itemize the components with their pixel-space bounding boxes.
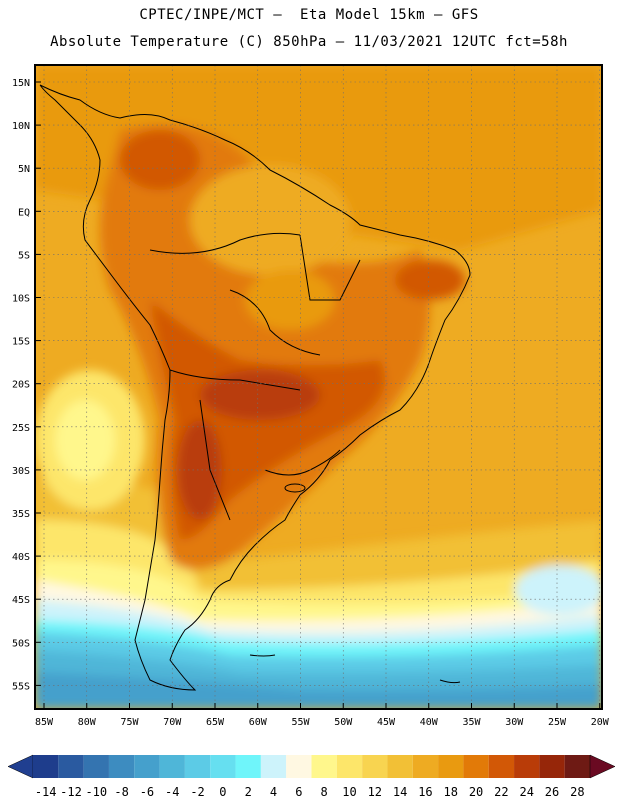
colorbar-label: 0 [219, 785, 226, 799]
lon-label: 25W [548, 717, 567, 728]
temperature-field [35, 65, 602, 709]
colorbar-label: 10 [342, 785, 356, 799]
lat-label: 40S [12, 552, 30, 563]
colorbar-swatch [539, 755, 565, 778]
lat-label: 50S [12, 638, 30, 649]
colorbar-swatch [412, 755, 439, 778]
colorbar-swatch [362, 755, 388, 778]
colorbar-swatch [33, 755, 59, 778]
colorbar-swatch [184, 755, 211, 778]
lon-label: 70W [163, 717, 182, 728]
colorbar-label: 4 [270, 785, 277, 799]
colorbar-swatch [488, 755, 515, 778]
lon-label: 85W [35, 717, 54, 728]
map-frame [34, 64, 603, 710]
colorbar-label: -8 [114, 785, 128, 799]
colorbar-swatch [438, 755, 464, 778]
colorbar-label: -4 [165, 785, 179, 799]
colorbar-labels: -14 -12 -10 -8 -6 -4 -2 0 2 4 6 8 10 12 14 16 18 20 22 24 26… [35, 785, 585, 799]
lat-label: 15S [12, 337, 30, 348]
colorbar-swatch [286, 755, 312, 778]
colorbar-swatch [336, 755, 363, 778]
colorbar-label: 20 [469, 785, 483, 799]
lat-label: 5S [18, 250, 30, 261]
lon-label: 35W [462, 717, 481, 728]
colorbar-label: 26 [545, 785, 559, 799]
colorbar-swatch [159, 755, 185, 778]
colorbar-under-arrow [7, 754, 34, 779]
colorbar-label: -12 [60, 785, 82, 799]
colorbar-label: 8 [321, 785, 328, 799]
lat-label: 35S [12, 509, 30, 520]
colorbar-swatch [210, 755, 236, 778]
colorbar-label: -14 [35, 785, 57, 799]
colorbar-label: 6 [295, 785, 302, 799]
colorbar-label: 14 [393, 785, 407, 799]
lat-label: 5N [18, 164, 30, 175]
colorbar-label: 24 [519, 785, 533, 799]
colorbar-swatch [514, 755, 540, 778]
colorbar-swatch [58, 755, 84, 778]
colorbar-label: 22 [494, 785, 508, 799]
title-line-1: CPTEC/INPE/MCT – Eta Model 15km – GFS [139, 7, 479, 23]
colorbar-label: -2 [190, 785, 204, 799]
colorbar-label: 16 [418, 785, 432, 799]
lat-label: 25S [12, 423, 30, 434]
colorbar-swatch [235, 755, 261, 778]
colorbar [7, 754, 616, 779]
colorbar-swatch [134, 755, 160, 778]
lat-label: 10S [12, 294, 30, 305]
colorbar-over-arrow [589, 754, 616, 779]
graticule [35, 65, 602, 709]
latitude-labels: 15N 10N 5N EQ 5S 10S 15S 20S 25S 30S 35S 40S 45S 50S 5… [12, 78, 30, 692]
lon-label: 30W [505, 717, 524, 728]
longitude-labels: 85W 80W 75W 70W 65W 60W 55W 50W 45W 40W 35W 30W 25W 2… [35, 717, 610, 728]
lat-label: 10N [12, 121, 30, 132]
lat-label: 45S [12, 595, 30, 606]
lon-label: 55W [291, 717, 310, 728]
colorbar-swatch [311, 755, 337, 778]
lon-label: 20W [591, 717, 610, 728]
lon-label: 50W [334, 717, 353, 728]
colorbar-swatch [260, 755, 287, 778]
coastline-outline [39, 84, 471, 691]
lon-label: 65W [206, 717, 225, 728]
title-line-2: Absolute Temperature (C) 850hPa – 11/03/… [50, 34, 568, 50]
lat-label: 30S [12, 466, 30, 477]
lon-label: 45W [377, 717, 396, 728]
colorbar-label: 12 [368, 785, 382, 799]
lat-label: EQ [18, 207, 30, 218]
lon-label: 60W [249, 717, 268, 728]
colorbar-label: 2 [245, 785, 252, 799]
colorbar-swatch [83, 755, 109, 778]
lon-label: 75W [120, 717, 139, 728]
colorbar-label: -10 [85, 785, 107, 799]
lon-label: 40W [420, 717, 439, 728]
lat-label: 55S [12, 681, 30, 692]
colorbar-swatch [387, 755, 413, 778]
colorbar-label: -6 [140, 785, 154, 799]
lat-label: 20S [12, 380, 30, 391]
colorbar-label: 28 [570, 785, 584, 799]
colorbar-label: 18 [444, 785, 458, 799]
lat-label: 15N [12, 78, 30, 89]
colorbar-swatch [463, 755, 489, 778]
colorbar-swatch [108, 755, 135, 778]
colorbar-swatch [564, 755, 590, 778]
lon-label: 80W [78, 717, 97, 728]
